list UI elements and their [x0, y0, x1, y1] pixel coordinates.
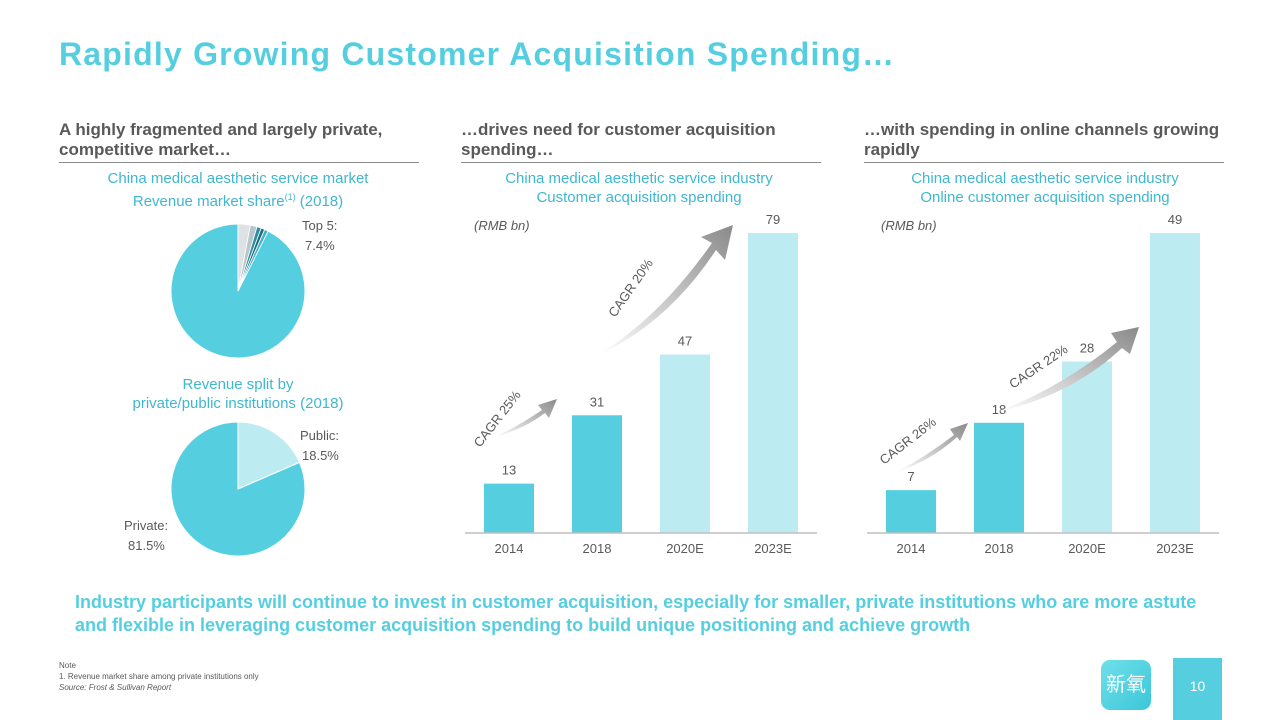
pie1-subtitle-line2: Revenue market share(1) (2018) [132, 192, 344, 210]
pie1-subtitle: China medical aesthetic service market R… [58, 169, 418, 211]
bar2-category-label: 2020E [1068, 541, 1106, 556]
bar2-bar-2023e [1150, 233, 1200, 533]
bar1-bar-2020e [660, 354, 710, 533]
note-line1: 1. Revenue market share among private in… [59, 672, 259, 681]
bar2-bar-2018 [974, 422, 1024, 533]
pie1-subtitle-line1: China medical aesthetic service market [107, 170, 369, 187]
bar1-value-label: 31 [590, 394, 604, 409]
page-title: Rapidly Growing Customer Acquisition Spe… [59, 36, 896, 72]
bar1-category-label: 2020E [666, 541, 704, 556]
key-takeaway: Industry participants will continue to i… [75, 592, 1197, 635]
bar2-cagr-arrow-1 [897, 423, 968, 472]
pie2-public-label: Public: 18.5% [300, 428, 340, 463]
bar1-bar-2014 [484, 483, 534, 533]
bar2-category-label: 2018 [985, 541, 1014, 556]
bar2-cagr-label-1: CAGR 26% [877, 414, 940, 467]
pie2-subtitle: Revenue split by private/public institut… [58, 375, 418, 413]
brand-logo: 新氧 [1101, 660, 1151, 710]
pie2-subtitle-line1: Revenue split by [182, 376, 294, 393]
chart2-subtitle-line2: Customer acquisition spending [536, 189, 742, 206]
bar2-cagr-arrow-2 [997, 327, 1139, 412]
bar2-value-label: 18 [992, 402, 1006, 417]
chart3-unit: (RMB bn) [881, 218, 937, 233]
pie2-private-label: Private: 81.5% [124, 518, 169, 553]
bar2-category-label: 2014 [897, 541, 926, 556]
col2-heading: …drives need for customer acquisition sp… [461, 120, 821, 163]
chart2-subtitle-line1: China medical aesthetic service industry [505, 170, 773, 187]
bar1-bar-2023e [748, 233, 798, 533]
bar1-cagr-arrow-1 [495, 399, 557, 437]
pie2-slice-private [170, 421, 306, 557]
note-source: Source: Frost & Sullivan Report [59, 683, 172, 692]
bar2-bar-2014 [886, 490, 936, 533]
pie1-slice-top5-part-5 [237, 229, 269, 292]
col3-heading: …with spending in online channels growin… [864, 120, 1224, 163]
bar2-value-label: 49 [1168, 212, 1182, 227]
bar2-value-label: 28 [1080, 341, 1094, 356]
bar1-value-label: 47 [678, 334, 692, 349]
chart3-subtitle-line1: China medical aesthetic service industry [911, 170, 1179, 187]
pie-chart-market-share [170, 223, 306, 359]
note-label: Note [59, 661, 76, 670]
pie2-slice-public [237, 421, 301, 490]
pie1-top5-label: Top 5: 7.4% [302, 218, 338, 253]
bar-chart-customer-acquisition: 13 2014 31 2018 47 2020E 79 2023E CAGR 25% CAGR 2… [465, 212, 817, 556]
bar2-category-label: 2023E [1156, 541, 1194, 556]
chart3-subtitle: China medical aesthetic service industry… [865, 169, 1225, 207]
bar1-value-label: 79 [766, 212, 780, 227]
col1-heading: A highly fragmented and largely private,… [59, 120, 419, 163]
chart3-subtitle-line2: Online customer acquisition spending [920, 189, 1170, 206]
pie2-subtitle-line2: private/public institutions (2018) [132, 395, 344, 412]
bar1-category-label: 2014 [495, 541, 524, 556]
pie-chart-private-public [170, 421, 306, 557]
bar2-bar-2020e [1062, 361, 1112, 533]
bar1-category-label: 2023E [754, 541, 792, 556]
bar1-category-label: 2018 [583, 541, 612, 556]
footnote: Note 1. Revenue market share among priva… [59, 660, 259, 693]
bar1-cagr-label-2: CAGR 20% [605, 256, 656, 320]
bar1-cagr-label-1: CAGR 25% [471, 387, 524, 450]
bar2-value-label: 7 [907, 469, 914, 484]
bar1-bar-2018 [572, 415, 622, 533]
chart2-unit: (RMB bn) [474, 218, 530, 233]
bar1-value-label: 13 [502, 463, 516, 478]
chart2-subtitle: China medical aesthetic service industry… [459, 169, 819, 207]
page-number: 10 [1173, 658, 1222, 720]
bar1-cagr-arrow-2 [598, 225, 733, 355]
